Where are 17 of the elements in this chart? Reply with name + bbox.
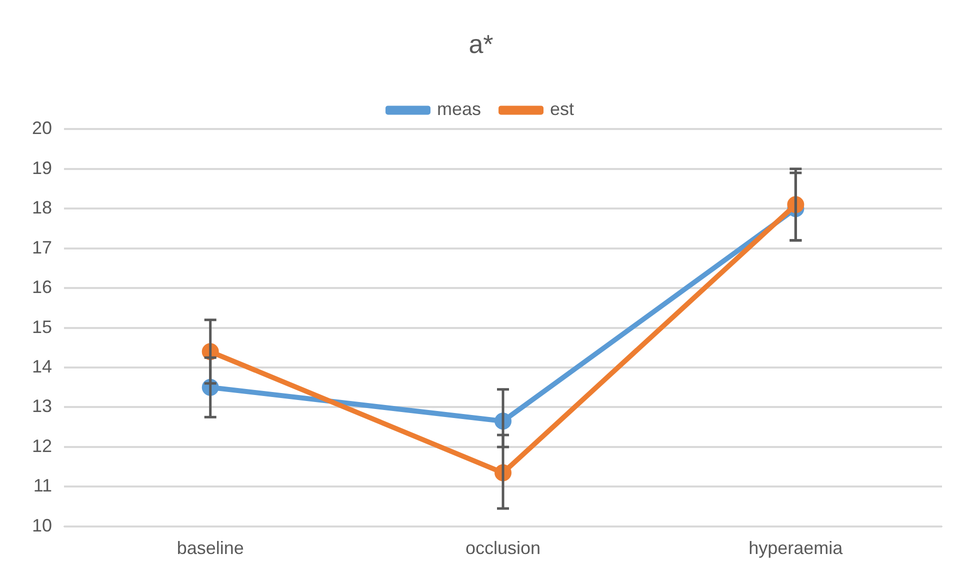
y-tick-label: 12 xyxy=(32,436,52,456)
x-tick-label: hyperaemia xyxy=(748,538,844,558)
y-tick-label: 18 xyxy=(32,198,52,218)
y-tick-label: 19 xyxy=(32,158,52,178)
y-tick-label: 17 xyxy=(32,237,52,258)
x-tick-label: baseline xyxy=(176,538,244,558)
y-tick-label: 10 xyxy=(32,515,52,536)
legend-label: meas xyxy=(436,99,481,120)
y-tick-label: 11 xyxy=(33,476,52,496)
x-tick-label: occlusion xyxy=(465,538,541,558)
y-tick-label: 13 xyxy=(32,396,52,416)
y-tick-label: 15 xyxy=(32,316,52,337)
y-tick-label: 14 xyxy=(32,356,52,376)
chart-title: a* xyxy=(468,28,494,59)
y-tick-label: 16 xyxy=(32,277,52,298)
y-tick-label: 20 xyxy=(32,118,52,138)
legend-label: est xyxy=(550,99,574,120)
